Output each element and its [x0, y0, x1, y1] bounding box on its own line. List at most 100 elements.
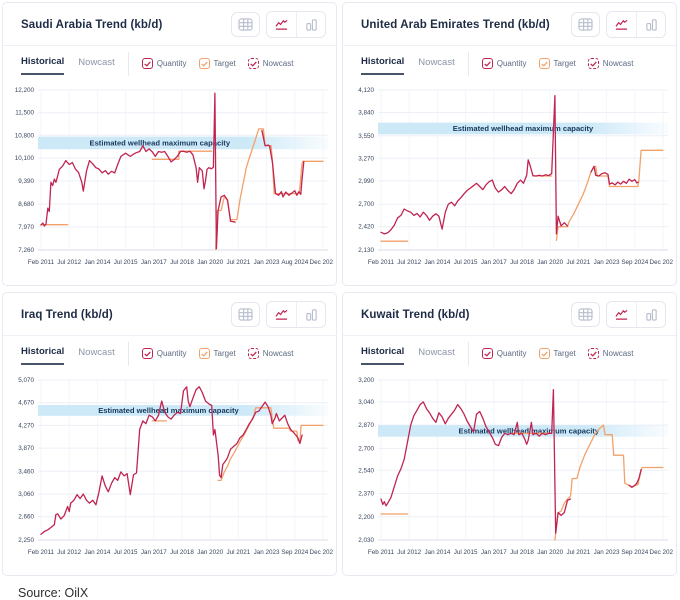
table-view-button[interactable] — [231, 12, 260, 37]
line-chart-button[interactable] — [267, 302, 296, 327]
svg-text:Jan 2017: Jan 2017 — [481, 549, 507, 556]
svg-text:Jul 2021: Jul 2021 — [566, 549, 590, 556]
quantity-checkbox[interactable] — [481, 58, 493, 69]
quantity-checkbox[interactable] — [141, 58, 153, 69]
target-checkbox[interactable] — [538, 58, 550, 69]
svg-text:Jan 2014: Jan 2014 — [84, 259, 110, 266]
svg-text:4,670: 4,670 — [18, 400, 34, 407]
legend-nowcast[interactable]: Nowcast — [247, 348, 293, 359]
line-chart-icon — [275, 19, 288, 30]
table-view-button[interactable] — [571, 12, 600, 37]
nowcast-checkbox[interactable] — [587, 58, 599, 69]
svg-text:3,460: 3,460 — [18, 468, 34, 475]
tabs-row: Historical Nowcast Quantity Target Nowca… — [343, 336, 676, 368]
chart-type-toggle — [266, 11, 326, 38]
legend-target[interactable]: Target — [538, 58, 576, 69]
svg-text:12,200: 12,200 — [15, 87, 35, 94]
svg-text:5,070: 5,070 — [18, 377, 34, 384]
svg-text:Jul 2021: Jul 2021 — [566, 259, 590, 266]
nowcast-checkbox[interactable] — [247, 348, 259, 359]
trend-chart[interactable]: 4,120 3,840 3,550 3,270 2,990 2,700 2,420 2,130… — [345, 82, 676, 275]
svg-text:Jan 2017: Jan 2017 — [481, 259, 507, 266]
quantity-checkbox[interactable] — [141, 348, 153, 359]
view-toolbar — [231, 301, 326, 328]
svg-text:Jan 2020: Jan 2020 — [197, 549, 223, 556]
bar-chart-button[interactable] — [636, 12, 665, 37]
legend-quantity[interactable]: Quantity — [481, 348, 527, 359]
bar-chart-button[interactable] — [636, 302, 665, 327]
quantity-checkbox[interactable] — [481, 348, 493, 359]
svg-text:Jul 2018: Jul 2018 — [170, 259, 194, 266]
svg-text:2,370: 2,370 — [358, 491, 374, 498]
tab-historical[interactable]: Historical — [21, 346, 65, 365]
nowcast-checkbox[interactable] — [587, 348, 599, 359]
legend-nowcast[interactable]: Nowcast — [587, 348, 633, 359]
tab-historical[interactable]: Historical — [21, 56, 65, 75]
target-checkbox[interactable] — [198, 58, 210, 69]
svg-text:Dec 2026: Dec 2026 — [310, 259, 333, 266]
svg-text:Jan 2020: Jan 2020 — [537, 259, 563, 266]
table-icon — [238, 18, 253, 31]
tab-historical[interactable]: Historical — [361, 56, 405, 75]
svg-text:Jul 2021: Jul 2021 — [226, 549, 250, 556]
svg-text:Sep 2024: Sep 2024 — [621, 259, 648, 266]
card-header: United Arab Emirates Trend (kb/d) — [343, 3, 676, 46]
trend-chart-svg: 4,120 3,840 3,550 3,270 2,990 2,700 2,420 2,130… — [358, 87, 676, 266]
svg-text:9,390: 9,390 — [18, 178, 34, 185]
svg-text:Estimated wellhead maximum cap: Estimated wellhead maximum capacity — [90, 139, 231, 148]
bar-chart-icon — [645, 309, 657, 321]
svg-text:3,040: 3,040 — [358, 399, 374, 406]
svg-text:Jan 2023: Jan 2023 — [594, 549, 620, 556]
bar-chart-button[interactable] — [296, 12, 325, 37]
bar-chart-icon — [305, 19, 317, 31]
legend-nowcast[interactable]: Nowcast — [587, 58, 633, 69]
dashboard-grid: Saudi Arabia Trend (kb/d) Historical Now… — [2, 2, 677, 576]
tab-nowcast[interactable]: Nowcast — [78, 57, 115, 68]
legend-nowcast[interactable]: Nowcast — [247, 58, 293, 69]
nowcast-checkbox[interactable] — [247, 58, 259, 69]
chart-title: Saudi Arabia Trend (kb/d) — [21, 18, 163, 31]
legend-quantity[interactable]: Quantity — [141, 348, 187, 359]
trend-chart[interactable]: 12,200 11,500 10,800 10,100 9,390 8,680 7,970 7… — [5, 82, 336, 275]
svg-text:Jan 2023: Jan 2023 — [254, 259, 280, 266]
target-checkbox[interactable] — [538, 348, 550, 359]
line-chart-button[interactable] — [607, 12, 636, 37]
svg-text:7,260: 7,260 — [18, 247, 34, 254]
view-toolbar — [231, 11, 326, 38]
svg-text:Jul 2012: Jul 2012 — [57, 549, 81, 556]
svg-text:Jul 2012: Jul 2012 — [57, 259, 81, 266]
tab-nowcast[interactable]: Nowcast — [78, 347, 115, 358]
table-view-button[interactable] — [571, 302, 600, 327]
table-icon — [578, 308, 593, 321]
svg-text:3,550: 3,550 — [358, 133, 374, 140]
svg-text:Jan 2023: Jan 2023 — [594, 259, 620, 266]
table-view-button[interactable] — [231, 302, 260, 327]
svg-text:2,700: 2,700 — [358, 201, 374, 208]
legend-target[interactable]: Target — [198, 348, 236, 359]
check-icon — [250, 350, 257, 357]
target-checkbox[interactable] — [198, 348, 210, 359]
tab-nowcast[interactable]: Nowcast — [418, 347, 455, 358]
bar-chart-button[interactable] — [296, 302, 325, 327]
trend-chart[interactable]: 5,070 4,670 4,270 3,870 3,460 3,060 2,660 2,250… — [5, 372, 336, 565]
legend-quantity[interactable]: Quantity — [481, 58, 527, 69]
line-chart-button[interactable] — [607, 302, 636, 327]
svg-text:Sep 2024: Sep 2024 — [621, 549, 648, 556]
legend-target[interactable]: Target — [538, 348, 576, 359]
tab-historical[interactable]: Historical — [361, 346, 405, 365]
legend-quantity[interactable]: Quantity — [141, 58, 187, 69]
united-arab-emirates-trend-card: United Arab Emirates Trend (kb/d) Histor… — [342, 2, 677, 286]
chart-title: Kuwait Trend (kb/d) — [361, 308, 470, 321]
line-chart-icon — [615, 19, 628, 30]
line-chart-icon — [615, 309, 628, 320]
tab-nowcast[interactable]: Nowcast — [418, 57, 455, 68]
line-chart-button[interactable] — [267, 12, 296, 37]
trend-chart-svg: 3,200 3,040 2,870 2,700 2,540 2,370 2,200 2,030… — [358, 377, 676, 556]
check-icon — [484, 350, 491, 357]
chart-title: Iraq Trend (kb/d) — [21, 308, 113, 321]
svg-text:Feb 2011: Feb 2011 — [368, 259, 395, 266]
trend-chart[interactable]: 3,200 3,040 2,870 2,700 2,540 2,370 2,200 2,030… — [345, 372, 676, 565]
legend-target[interactable]: Target — [198, 58, 236, 69]
svg-text:Jan 2017: Jan 2017 — [141, 259, 167, 266]
check-icon — [590, 60, 597, 67]
